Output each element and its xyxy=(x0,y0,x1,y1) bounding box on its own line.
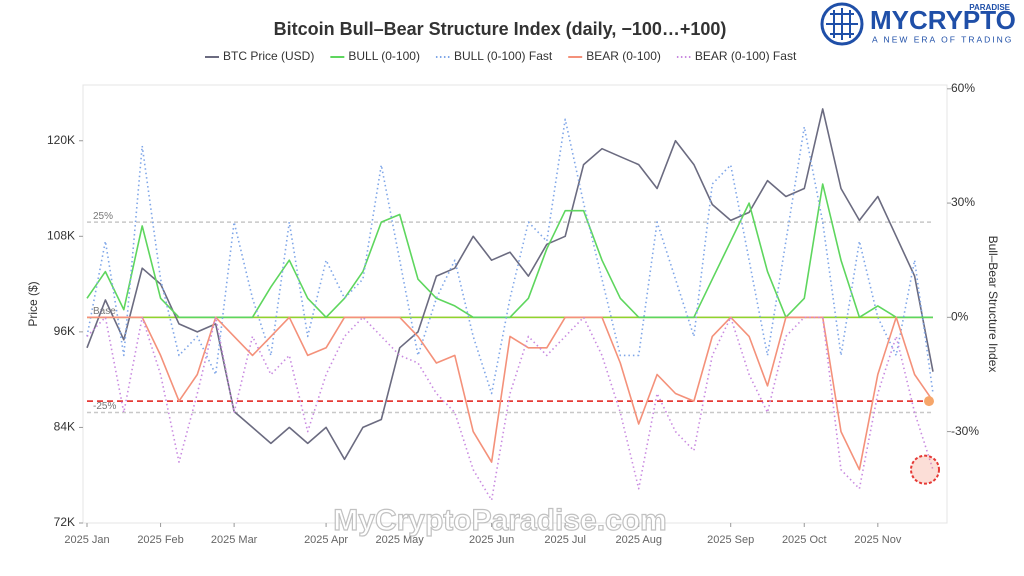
x-tick-label: 2025 Sep xyxy=(707,534,754,546)
watermark: MyCryptoParadise.com xyxy=(333,504,666,537)
legend-item: BEAR (0-100) xyxy=(568,49,661,63)
y2-tick-label: -30% xyxy=(951,424,979,438)
y-axis-title: Price ($) xyxy=(26,281,40,326)
reference-label: -25% xyxy=(93,401,116,412)
y-tick-label: 96K xyxy=(54,324,75,338)
highlight-marker xyxy=(910,454,940,485)
x-tick-label: 2025 Apr xyxy=(304,534,348,546)
x-tick-label: 2025 Nov xyxy=(854,534,902,546)
legend-label: BEAR (0-100) xyxy=(586,49,661,63)
y-tick-label: 84K xyxy=(54,420,75,434)
legend-label: BULL (0-100) Fast xyxy=(454,49,553,63)
logo-grid xyxy=(826,8,858,40)
reference-label: Base xyxy=(93,306,116,317)
x-tick-label: 2025 May xyxy=(375,534,424,546)
x-tick-label: 2025 Oct xyxy=(782,534,827,546)
y2-tick-label: 0% xyxy=(951,310,969,324)
reference-label: 25% xyxy=(93,211,113,222)
series-line xyxy=(86,316,934,501)
legend-item: BEAR (0-100) Fast xyxy=(676,49,797,63)
legend-label: BULL (0-100) xyxy=(348,49,420,63)
x-tick-label: 2025 Feb xyxy=(137,534,183,546)
y2-tick-label: 60% xyxy=(951,81,975,95)
y-tick-label: 108K xyxy=(47,228,75,242)
chart-title: Bitcoin Bull–Bear Structure Index (daily… xyxy=(274,19,727,39)
x-tick-label: 2025 Jul xyxy=(544,534,586,546)
y-tick-label: 120K xyxy=(47,133,75,147)
y-tick-label: 72K xyxy=(54,515,75,529)
legend-item: BULL (0-100) Fast xyxy=(435,49,553,63)
legend-label: BTC Price (USD) xyxy=(223,49,314,63)
legend-item: BTC Price (USD) xyxy=(205,49,314,63)
logo: MYCRYPTO PARADISE A NEW ERA OF TRADING xyxy=(820,2,1016,46)
x-tick-label: 2025 Jun xyxy=(469,534,514,546)
series-line xyxy=(87,316,934,471)
series-line xyxy=(86,118,934,395)
logo-badge: PARADISE xyxy=(969,3,1010,12)
x-tick-label: 2025 Aug xyxy=(615,534,662,546)
y2-axis-title: Bull–Bear Structure Index xyxy=(986,236,1000,373)
end-marker xyxy=(924,396,934,407)
logo-name: MYCRYPTO xyxy=(870,5,1016,35)
x-tick-label: 2025 Jan xyxy=(64,534,109,546)
plot-frame xyxy=(82,84,948,524)
series-line xyxy=(86,183,933,319)
legend-item: BULL (0-100) xyxy=(330,49,420,63)
logo-tagline: A NEW ERA OF TRADING xyxy=(872,34,1013,44)
legend-label: BEAR (0-100) Fast xyxy=(695,49,797,63)
y2-tick-label: 30% xyxy=(951,195,975,209)
x-tick-label: 2025 Mar xyxy=(211,534,258,546)
